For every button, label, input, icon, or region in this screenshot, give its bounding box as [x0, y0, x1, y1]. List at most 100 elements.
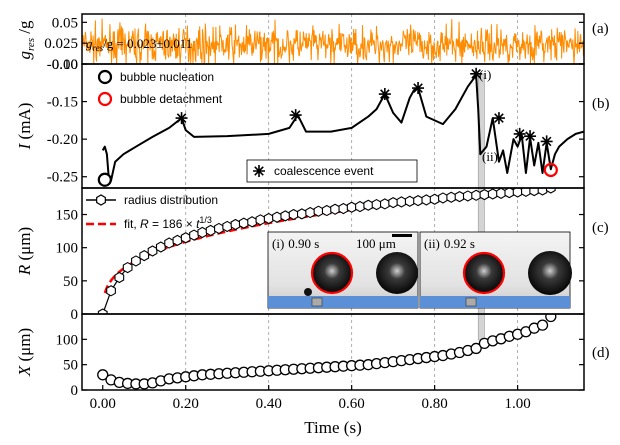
panel-b-legend-coalescence: coalescence event — [246, 159, 418, 183]
radius-marker-13 — [205, 224, 216, 237]
inset-i-bubble — [310, 251, 354, 295]
legend-fit-label: fit, R = 186 × t1/3 — [124, 215, 212, 231]
radius-marker-34 — [379, 198, 390, 210]
scale-bar-label: 100 μm — [356, 236, 396, 251]
radius-marker-46 — [479, 188, 490, 201]
inset-ii-bubble — [462, 251, 506, 295]
radius-marker-4 — [131, 255, 141, 267]
coalescence-marker-0 — [175, 112, 188, 125]
legend-detachment-marker — [97, 91, 113, 107]
radius-marker-29 — [338, 202, 349, 215]
y-axis-title-d: X (μm) — [15, 328, 34, 377]
radius-marker-22 — [280, 210, 291, 222]
y-tick-label-a-1: 0.025 — [44, 36, 78, 52]
radius-marker-49 — [504, 188, 515, 199]
coalescence-marker-5 — [492, 112, 505, 125]
ylabel-b-rest: (mA) — [15, 103, 34, 144]
ylabel-d-rest: (μm) — [15, 328, 34, 366]
radius-marker-54 — [545, 188, 556, 194]
coalescence-marker-2 — [378, 88, 391, 101]
coalescence-marker-8 — [540, 135, 553, 148]
legend-radius-label: radius distribution — [124, 193, 218, 207]
inset-ii-electrode — [465, 297, 477, 307]
inset-ii-bubble-neighbor — [528, 251, 572, 295]
radius-marker-2 — [114, 271, 125, 284]
y-tick-label-b-0: -0.25 — [47, 170, 78, 186]
inset-i-label: (i) 0.90 s — [272, 236, 319, 251]
radius-marker-33 — [371, 198, 382, 211]
legend-nucleation-label: bubble nucleation — [120, 70, 214, 84]
radius-marker-9 — [172, 234, 183, 247]
radius-marker-38 — [413, 194, 423, 207]
x-marker-0 — [97, 369, 109, 381]
panel-d-frame — [81, 313, 585, 391]
radius-marker-8 — [164, 237, 174, 249]
radius-marker-30 — [346, 201, 357, 213]
y-axis-title-c: R (μm) — [15, 227, 34, 276]
x-tick-label-3: 0.60 — [339, 396, 365, 412]
ylabel-d-main: X — [15, 365, 34, 377]
radius-marker-25 — [305, 206, 316, 219]
inset-i: (i) 0.90 s 100 μm — [267, 231, 419, 309]
radius-marker-27 — [321, 204, 332, 217]
ylabel-c-rest: (μm) — [15, 227, 34, 265]
radius-marker-7 — [155, 241, 166, 253]
x-tick-label-2: 0.40 — [256, 396, 282, 412]
annotation-ii: (ii) — [482, 149, 498, 164]
radius-marker-1 — [106, 285, 116, 297]
x-tick-label-5: 1.00 — [504, 396, 530, 412]
ylabel-a-rest: /g — [15, 20, 34, 38]
radius-marker-17 — [238, 217, 249, 229]
legend-nucleation-marker — [97, 69, 113, 85]
coalescence-marker-6 — [513, 127, 526, 140]
panel-d-series — [97, 314, 557, 390]
x-tick-label-1: 0.20 — [173, 396, 199, 412]
x-marker-53 — [536, 319, 549, 331]
ylabel-a-main: g — [15, 51, 34, 60]
signal-line — [82, 18, 584, 64]
radius-marker-45 — [471, 189, 482, 201]
panel-a-annotation: gres/g = 0.023±0.011 — [86, 36, 192, 53]
legend-coalescence-label: coalescence event — [274, 164, 374, 178]
y-tick-label-b-3: -0.10 — [47, 57, 78, 73]
y-axis-title-b: I (mA) — [15, 103, 34, 151]
annotation-i: (i) — [479, 67, 491, 82]
ylabel-a-sub: res — [25, 38, 37, 51]
x-marker-45 — [470, 342, 482, 355]
inset-ii-label: (ii) 0.92 s — [424, 236, 475, 251]
radius-marker-31 — [355, 200, 365, 213]
radius-marker-26 — [313, 205, 324, 217]
panel-label-a: (a) — [592, 21, 609, 37]
y-tick-label-c-2: 100 — [56, 241, 79, 257]
y-tick-label-b-2: -0.15 — [47, 95, 78, 111]
radius-marker-10 — [180, 232, 191, 244]
panel-c-legend: radius distribution fit, R = 186 × t1/3 — [86, 193, 218, 231]
legend-star-path — [253, 165, 265, 177]
y-tick-label-c-1: 50 — [63, 274, 78, 290]
y-tick-label-c-0: 0 — [71, 307, 79, 323]
panel-a-series — [82, 18, 584, 64]
y-tick-label-d-0: 0 — [71, 383, 79, 399]
radius-marker-24 — [296, 208, 307, 220]
radius-marker-21 — [272, 211, 282, 223]
inset-ii-substrate — [420, 296, 570, 308]
scale-bar — [392, 234, 412, 237]
radius-marker-42 — [446, 191, 457, 203]
y-tick-label-a-2: 0.05 — [52, 15, 78, 31]
legend-coalescence-marker — [253, 165, 265, 177]
inset-i-bubble-neighbor — [376, 252, 418, 294]
inset-i-small-bubble — [304, 288, 312, 296]
radius-marker-35 — [388, 196, 399, 209]
panel-label-d: (d) — [592, 345, 610, 361]
panel-b-legend: bubble nucleation bubble detachment — [97, 69, 223, 107]
legend-detachment-label: bubble detachment — [120, 92, 223, 106]
panel-c-series — [97, 188, 556, 314]
panel-label-b: (b) — [592, 96, 610, 112]
radius-marker-48 — [496, 188, 506, 199]
radius-marker-0 — [97, 308, 108, 314]
radius-marker-14 — [214, 222, 224, 235]
x-tick-label-4: 0.80 — [422, 396, 448, 412]
nucleation-marker-0 — [97, 172, 112, 187]
radius-marker-15 — [222, 220, 233, 233]
